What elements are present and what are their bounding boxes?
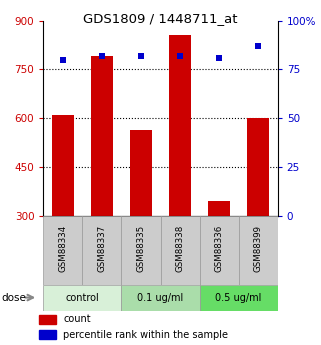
Bar xyxy=(200,216,239,285)
Bar xyxy=(121,285,200,310)
Text: percentile rank within the sample: percentile rank within the sample xyxy=(64,330,229,340)
Text: 0.5 ug/ml: 0.5 ug/ml xyxy=(215,293,262,303)
Text: GSM88335: GSM88335 xyxy=(136,225,145,272)
Text: GSM88399: GSM88399 xyxy=(254,225,263,272)
Bar xyxy=(247,118,269,216)
Bar xyxy=(52,115,74,216)
Bar xyxy=(43,216,82,285)
Text: GSM88336: GSM88336 xyxy=(214,225,224,272)
Text: GSM88338: GSM88338 xyxy=(176,225,185,272)
Bar xyxy=(130,129,152,216)
Point xyxy=(178,53,183,59)
Text: GSM88337: GSM88337 xyxy=(97,225,107,272)
Bar xyxy=(160,216,200,285)
Bar xyxy=(39,331,56,339)
Bar xyxy=(43,285,121,310)
Bar xyxy=(200,285,278,310)
Point xyxy=(60,57,65,62)
Text: count: count xyxy=(64,314,91,324)
Bar xyxy=(121,216,160,285)
Point xyxy=(99,53,104,59)
Text: dose: dose xyxy=(2,293,26,303)
Bar xyxy=(39,315,56,324)
Text: GDS1809 / 1448711_at: GDS1809 / 1448711_at xyxy=(83,12,238,25)
Bar xyxy=(208,201,230,216)
Text: control: control xyxy=(65,293,99,303)
Bar xyxy=(91,57,113,216)
Bar xyxy=(169,35,191,216)
Text: 0.1 ug/ml: 0.1 ug/ml xyxy=(137,293,184,303)
Bar xyxy=(239,216,278,285)
Point xyxy=(256,43,261,49)
Bar xyxy=(82,216,121,285)
Text: GSM88334: GSM88334 xyxy=(58,225,67,272)
Point xyxy=(138,53,143,59)
Point xyxy=(216,55,221,60)
